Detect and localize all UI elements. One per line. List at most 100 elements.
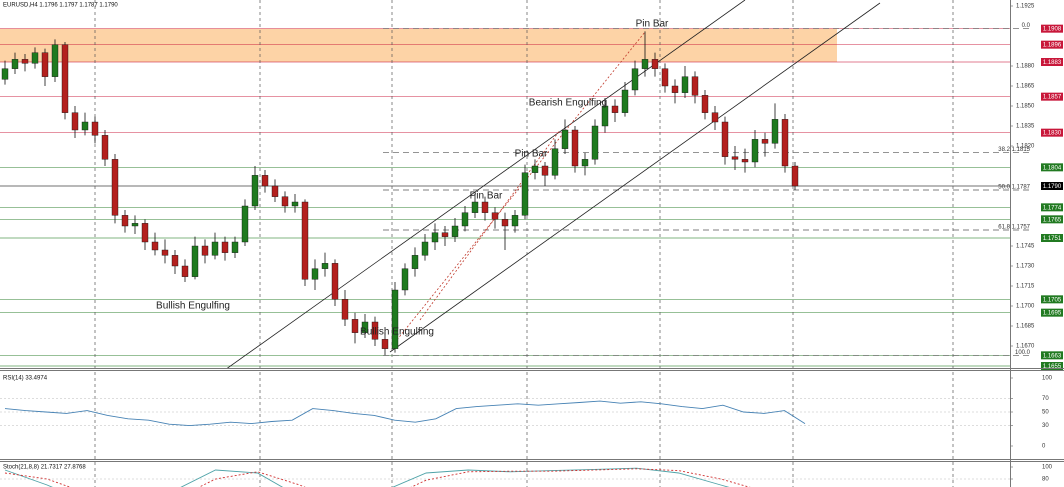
candle-body xyxy=(1,68,9,80)
level-box xyxy=(1041,58,1063,66)
candle-body xyxy=(691,76,699,96)
y-tick-label: 1.1685 xyxy=(1016,324,1035,330)
y-tick-label: 1.1745 xyxy=(1016,244,1035,250)
candle-body xyxy=(211,241,219,256)
level-box xyxy=(1041,40,1063,49)
candle-body xyxy=(411,255,419,269)
chart-title: EURUSD,H4 1.1796 1.1797 1.1787 1.1790 xyxy=(3,3,118,9)
y-tick-label: 1.1715 xyxy=(1016,284,1035,290)
y-tick-label: 1.1880 xyxy=(1016,64,1035,70)
candle-body xyxy=(71,112,79,131)
candle-body xyxy=(631,68,639,91)
candle-body xyxy=(261,175,269,187)
level-box xyxy=(1041,295,1063,304)
candle-body xyxy=(781,119,789,167)
candle-body xyxy=(141,223,149,243)
candle-body xyxy=(391,289,399,349)
indicator-line xyxy=(4,400,806,427)
indicator-line xyxy=(4,468,751,487)
candle-body xyxy=(701,95,709,113)
candle-body xyxy=(521,172,529,216)
candle-body xyxy=(671,85,679,93)
candle-body xyxy=(151,241,159,251)
series xyxy=(4,400,806,427)
y-tick-label: 80 xyxy=(1042,477,1049,483)
level-box xyxy=(1041,128,1063,137)
candle-body xyxy=(601,105,609,127)
candle-body xyxy=(731,156,739,160)
candle-body xyxy=(621,89,629,113)
candle-body xyxy=(641,59,649,69)
candle-body xyxy=(161,249,169,256)
candle-body xyxy=(531,165,539,173)
annotation: Pin Bar xyxy=(636,19,669,30)
y-tick-label: 0 xyxy=(1042,444,1046,450)
candle-body xyxy=(321,263,329,269)
candle-body xyxy=(751,139,759,163)
candle-body xyxy=(231,241,239,253)
candle-body xyxy=(191,245,199,277)
candle-body xyxy=(131,223,139,227)
candle-body xyxy=(371,321,379,340)
y-tick-label: 1.1835 xyxy=(1016,124,1035,130)
level-box xyxy=(1041,362,1063,370)
level-box xyxy=(1041,92,1063,101)
level-label: 1.1896 xyxy=(1043,43,1062,49)
candle-body xyxy=(291,201,299,207)
candle-body xyxy=(791,165,799,187)
annotation: Bearish Engulfing xyxy=(529,98,607,109)
fib-label: 0.0 xyxy=(1022,23,1031,29)
candle-body xyxy=(21,59,29,64)
y-tick-label: 1.1850 xyxy=(1016,104,1035,110)
candle-body xyxy=(301,201,309,280)
candle-body xyxy=(711,112,719,123)
candle-body xyxy=(171,255,179,267)
y-tick-label: 1.1865 xyxy=(1016,84,1035,90)
level-label: 1.1790 xyxy=(1043,184,1062,190)
candle-body xyxy=(61,44,69,113)
candle-body xyxy=(201,245,209,256)
level-label: 1.1857 xyxy=(1043,95,1062,101)
stoch-panel: 80 100 xyxy=(0,465,1053,487)
level-label: 1.1908 xyxy=(1043,27,1062,33)
fib-label: 38.2 1.1815 xyxy=(998,147,1030,153)
candle-body xyxy=(481,201,489,213)
rsi-panel: 0 30 50 70 100 xyxy=(0,376,1053,450)
y-tick-label: 100 xyxy=(1042,376,1053,382)
candle-body xyxy=(361,321,369,333)
y-tick-label: 30 xyxy=(1042,423,1049,429)
y-tick-label: 70 xyxy=(1042,396,1049,402)
indicator-line xyxy=(4,467,730,487)
level-label: 1.1705 xyxy=(1043,297,1062,303)
candle-body xyxy=(121,215,129,227)
annotation: Bullish Engulfing xyxy=(360,327,434,338)
candle-body xyxy=(111,159,119,216)
candles xyxy=(1,31,799,356)
candle-body xyxy=(451,225,459,237)
candle-body xyxy=(771,119,779,144)
candle-body xyxy=(81,121,89,131)
level-label: 1.1774 xyxy=(1043,205,1062,211)
level-box xyxy=(1041,182,1063,190)
y-tick-label: 1.1820 xyxy=(1016,144,1035,150)
channel-line xyxy=(389,2,881,353)
candle-body xyxy=(591,125,599,160)
fib-label: 50.0 1.1787 xyxy=(998,185,1030,191)
annotation: Bullish Engulfing xyxy=(156,301,230,312)
candle-body xyxy=(611,105,619,113)
fib-label: 100.0 xyxy=(1015,350,1031,356)
candle-body xyxy=(91,121,99,136)
candle-body xyxy=(281,196,289,207)
candle-body xyxy=(511,215,519,227)
level-label: 1.1655 xyxy=(1043,364,1062,370)
candle-body xyxy=(681,76,689,93)
candle-body xyxy=(351,319,359,333)
candle-body xyxy=(421,241,429,256)
level-box xyxy=(1041,308,1063,317)
y-tick-label: 1.1700 xyxy=(1016,304,1035,310)
candle-body xyxy=(341,299,349,320)
level-box xyxy=(1041,215,1063,224)
